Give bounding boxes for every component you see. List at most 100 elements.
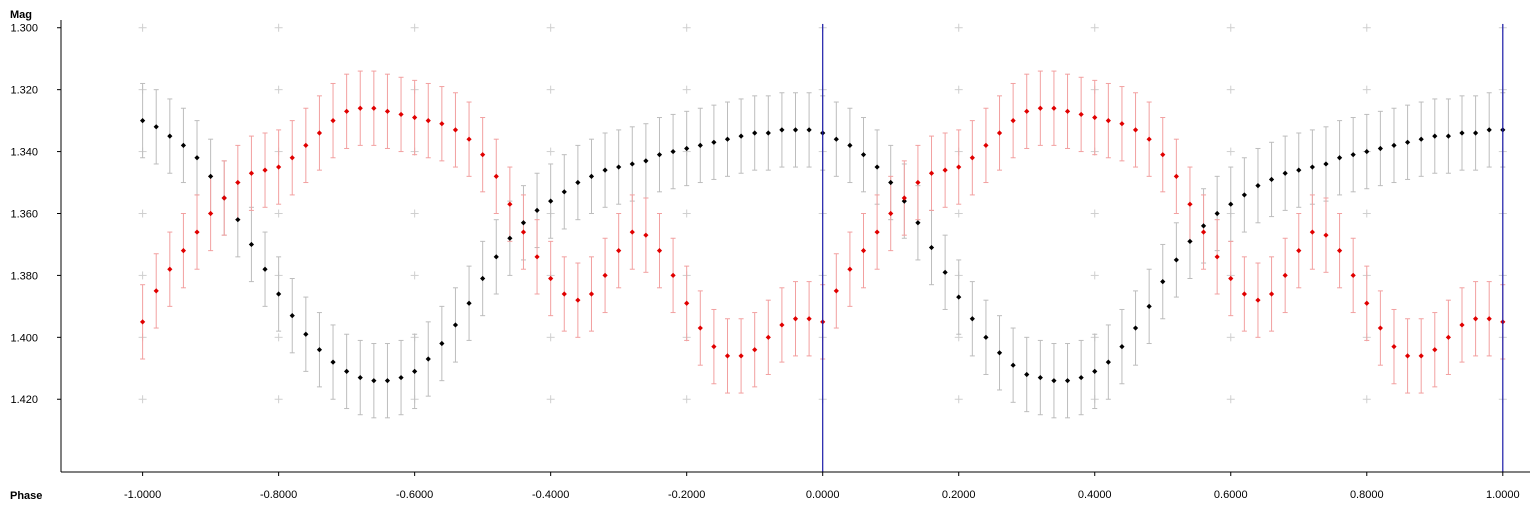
grid-plus (682, 85, 691, 94)
black-data-point (724, 136, 731, 142)
red-data-point (1432, 347, 1438, 353)
red-data-point (1214, 254, 1220, 260)
x-tick-label: 0.6000 (1214, 489, 1248, 501)
red-data-point (806, 316, 812, 322)
x-tick-label: 1.0000 (1486, 489, 1520, 501)
black-data-point (697, 142, 703, 148)
tick-labels: -1.0000 -0.8000 -0.6000 -0.4000 -0.2000 0.000… (10, 23, 1519, 501)
grid-plus (682, 209, 691, 218)
black-data-point (303, 331, 309, 337)
red-data-point (1391, 344, 1397, 350)
grid-plus (410, 271, 419, 280)
red-data-point (752, 347, 758, 353)
black-data-point (1078, 374, 1084, 381)
black-data-point (1255, 183, 1261, 189)
grid-plus (274, 395, 283, 404)
black-data-point (1404, 139, 1411, 145)
red-data-point (452, 127, 459, 133)
y-tick-label: 1.320 (10, 85, 38, 97)
black-data-point (738, 133, 744, 139)
red-data-point (1350, 272, 1356, 279)
black-data-point (452, 322, 459, 328)
red-data-point (507, 201, 513, 207)
y-tick-label: 1.400 (10, 332, 38, 344)
x-tick-label: -0.2000 (668, 489, 705, 501)
red-data-point (303, 142, 309, 148)
red-data-point (779, 322, 785, 328)
black-data-point (942, 269, 948, 275)
black-data-point (561, 189, 567, 195)
phase-marker-lines (822, 24, 1504, 472)
red-data-point (888, 210, 894, 217)
grid-plus (682, 23, 691, 32)
grid-plus (1226, 85, 1235, 94)
red-data-point (942, 167, 948, 173)
black-data-point (588, 173, 595, 179)
black-data-point (629, 161, 635, 167)
y-tick-label: 1.360 (10, 208, 38, 220)
black-data-point (1350, 152, 1356, 158)
red-data-point (248, 170, 255, 176)
black-data-point (1336, 155, 1343, 161)
red-data-point (1132, 127, 1139, 133)
black-data-point (153, 124, 159, 130)
black-data-point (1323, 161, 1329, 167)
black-data-point (276, 291, 282, 297)
red-data-point (1472, 316, 1479, 322)
red-data-point (534, 254, 540, 260)
black-data-point (1037, 374, 1043, 381)
red-data-point (1364, 300, 1370, 306)
red-data-point (1051, 105, 1057, 111)
black-data-point (1282, 170, 1288, 176)
black-data-point (969, 316, 975, 322)
red-data-point (520, 229, 527, 235)
grid-plus (1226, 147, 1235, 156)
black-data-point (670, 148, 676, 155)
black-data-point (316, 347, 323, 353)
black-data-point (996, 350, 1003, 356)
black-data-point (860, 152, 867, 158)
y-tick-label: 1.380 (10, 270, 38, 282)
black-data-point (1200, 223, 1207, 229)
black-data-point (493, 254, 499, 260)
x-axis-title: Phase (10, 490, 42, 502)
red-data-point (1078, 111, 1084, 118)
red-data-point (1064, 108, 1071, 114)
x-tick-label: 0.8000 (1350, 489, 1384, 501)
grid-plus (410, 23, 419, 32)
black-data-point (1160, 279, 1166, 285)
grid-plus (1226, 333, 1235, 342)
black-data-point (1064, 378, 1071, 384)
red-data-point (1445, 334, 1451, 340)
black-data-point (208, 173, 214, 179)
red-data-point (697, 325, 703, 331)
black-data-point (330, 359, 336, 365)
red-data-point (1160, 152, 1166, 158)
black-data-point (616, 164, 622, 170)
red-data-point (439, 121, 445, 127)
black-data-point (1214, 210, 1220, 217)
axes (60, 20, 1530, 473)
red-data-point (1459, 322, 1465, 328)
grid-plus (546, 85, 555, 94)
grid-plus (1090, 209, 1099, 218)
red-data-point (140, 319, 146, 325)
y-axis-title: Mag (10, 9, 32, 21)
black-data-point (548, 198, 554, 204)
grid-plus (274, 85, 283, 94)
y-tick-label: 1.300 (10, 23, 38, 35)
red-data-point (1010, 118, 1016, 124)
black-data-point (1241, 192, 1247, 198)
red-data-point (208, 210, 214, 217)
red-data-point (1146, 136, 1152, 142)
grid-plus (1362, 209, 1371, 218)
black-data-point (425, 356, 431, 362)
black-data-point (534, 207, 540, 213)
grid-plus (1362, 23, 1371, 32)
black-data-point (847, 142, 853, 148)
grid-plus (138, 395, 147, 404)
red-data-point (983, 142, 989, 148)
grid-plus (410, 209, 419, 218)
black-data-point (1472, 130, 1479, 136)
black-data-point (752, 130, 758, 136)
